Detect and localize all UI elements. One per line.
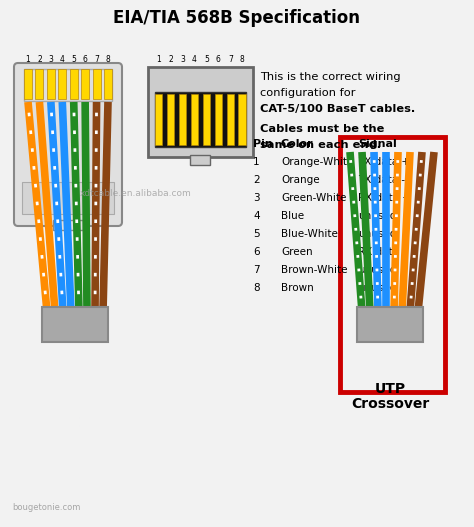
Text: 3: 3: [180, 55, 185, 64]
Text: 7: 7: [94, 55, 99, 64]
Bar: [70, 69, 78, 99]
Text: CAT-5/100 BaseT cables.: CAT-5/100 BaseT cables.: [260, 104, 415, 114]
Text: 8: 8: [253, 283, 260, 293]
Text: configuration for: configuration for: [260, 88, 356, 98]
Bar: [190, 155, 210, 165]
Bar: [24, 69, 112, 101]
Bar: [92, 69, 100, 99]
Text: Brown-White: Brown-White: [281, 265, 347, 275]
Text: UTP: UTP: [374, 382, 406, 396]
Text: 1: 1: [253, 157, 260, 167]
Bar: [227, 94, 234, 145]
Text: bougetonie.com: bougetonie.com: [12, 503, 81, 512]
Text: Crossover: Crossover: [351, 397, 429, 411]
Text: RX data -: RX data -: [358, 247, 406, 257]
Bar: [167, 94, 174, 145]
Bar: [155, 94, 163, 145]
Text: TX data +: TX data +: [358, 157, 410, 167]
Bar: [36, 69, 44, 99]
Text: 5: 5: [253, 229, 260, 239]
Text: Pin: Pin: [253, 139, 273, 149]
Text: 1: 1: [156, 55, 161, 64]
Text: 5: 5: [71, 55, 76, 64]
Text: 2: 2: [37, 55, 42, 64]
Bar: [179, 94, 186, 145]
Bar: [53, 220, 83, 230]
Bar: [148, 67, 253, 157]
Text: 6: 6: [82, 55, 88, 64]
Text: unused: unused: [358, 229, 396, 239]
Bar: [58, 69, 66, 99]
Bar: [47, 69, 55, 99]
Text: Orange-White: Orange-White: [281, 157, 354, 167]
Bar: [203, 94, 210, 145]
Text: 4: 4: [60, 55, 65, 64]
Bar: [81, 69, 89, 99]
Text: Blue: Blue: [281, 211, 304, 221]
Bar: [340, 137, 445, 392]
Text: Green: Green: [281, 247, 313, 257]
Bar: [238, 94, 246, 145]
Text: unused: unused: [358, 265, 396, 275]
Text: Cables must be the: Cables must be the: [260, 124, 384, 134]
Text: Color: Color: [281, 139, 314, 149]
Text: unused: unused: [358, 211, 396, 221]
FancyBboxPatch shape: [14, 63, 122, 226]
Bar: [215, 94, 222, 145]
Text: 6: 6: [253, 247, 260, 257]
Text: RX data +: RX data +: [358, 193, 411, 203]
Text: 2: 2: [168, 55, 173, 64]
Text: Signal: Signal: [358, 139, 397, 149]
Text: 8: 8: [240, 55, 245, 64]
Bar: [22, 182, 114, 214]
Text: Green-White: Green-White: [281, 193, 346, 203]
Text: 7: 7: [253, 265, 260, 275]
Text: unused: unused: [358, 283, 396, 293]
Text: 6: 6: [216, 55, 221, 64]
Text: 7: 7: [228, 55, 233, 64]
Text: This is the correct wiring: This is the correct wiring: [260, 72, 401, 82]
Text: 8: 8: [106, 55, 110, 64]
Text: xdtcable.en.alibaba.com: xdtcable.en.alibaba.com: [80, 189, 192, 198]
Bar: [357, 307, 423, 342]
Bar: [104, 69, 112, 99]
Text: EIA/TIA 568B Specification: EIA/TIA 568B Specification: [113, 9, 361, 27]
Text: 1: 1: [26, 55, 30, 64]
Text: 2: 2: [253, 175, 260, 185]
Bar: [155, 92, 246, 147]
Text: Orange: Orange: [281, 175, 319, 185]
Text: Blue-White: Blue-White: [281, 229, 338, 239]
Text: 4: 4: [192, 55, 197, 64]
Text: 4: 4: [253, 211, 260, 221]
Text: 3: 3: [48, 55, 53, 64]
Bar: [42, 307, 108, 342]
Bar: [24, 69, 32, 99]
Text: 3: 3: [253, 193, 260, 203]
Text: same on each end.: same on each end.: [260, 140, 381, 150]
Bar: [191, 94, 198, 145]
Text: TX data -: TX data -: [358, 175, 405, 185]
Text: 5: 5: [204, 55, 209, 64]
Text: Brown: Brown: [281, 283, 314, 293]
